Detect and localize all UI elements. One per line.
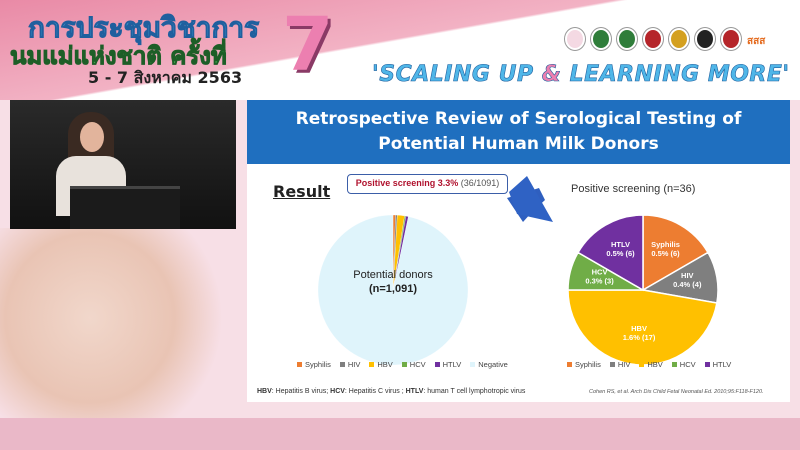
sponsor-logos: สสส xyxy=(565,28,765,50)
pie-data-label: HIV xyxy=(681,271,694,280)
pie2-title: Positive screening (n=36) xyxy=(571,183,696,195)
slide-title-line: Potential Human Milk Donors xyxy=(378,134,659,154)
pie-slice-hbv xyxy=(567,289,718,366)
legend-swatch-icon xyxy=(369,362,375,367)
pie-data-label: 1.6% (17) xyxy=(623,333,656,342)
fn-abbr: HCV xyxy=(330,388,345,395)
pie-data-label: 0.5% (6) xyxy=(606,249,635,258)
pie-slice-htlv xyxy=(577,214,644,292)
pie-data-label: Syphilis xyxy=(651,240,680,249)
banner-slogan: 'SCALING UP & LEARNING MORE' xyxy=(372,62,790,88)
legend-item: HIV xyxy=(339,360,360,369)
pie1-label-line: (n=1,091) xyxy=(369,283,417,295)
legend-item: Syphilis xyxy=(297,360,331,369)
logo-icon xyxy=(617,28,637,50)
arrow-icon xyxy=(509,176,553,222)
conference-banner: การประชุมวิชาการ นมแม่แห่งชาติ ครั้งที่ … xyxy=(0,0,800,100)
legend-item: HBV xyxy=(639,360,663,369)
logo-icon xyxy=(695,28,715,50)
pie1-legend: Syphilis HIV HBV HCV HTLV Negative xyxy=(297,360,508,369)
slogan-part: 'SCALING UP xyxy=(372,62,542,88)
logo-icon xyxy=(591,28,611,50)
pie2-legend: Syphilis HIV HBV HCV HTLV xyxy=(567,360,731,369)
pie-data-label: HTLV xyxy=(611,240,630,249)
fn-abbr: HBV xyxy=(257,388,272,395)
pie1-center-label: Potential donors (n=1,091) xyxy=(333,268,453,296)
speaker-face xyxy=(80,122,104,152)
pie-data-label: 0.3% (3) xyxy=(585,276,614,285)
pie1-label-line: Potential donors xyxy=(353,269,433,281)
pie-slice-syphilis xyxy=(642,214,709,292)
legend-item: HCV xyxy=(401,360,426,369)
legend-swatch-icon xyxy=(434,362,440,367)
legend-item: HTLV xyxy=(704,360,731,369)
pie-slice-negative xyxy=(317,214,469,366)
slide-title-line: Retrospective Review of Serological Test… xyxy=(295,109,742,129)
fn-text: : human T cell lymphotropic virus xyxy=(423,388,526,395)
pie-data-label: 0.5% (6) xyxy=(651,249,680,258)
legend-item: HCV xyxy=(671,360,696,369)
callout-bold: Positive screening 3.3% xyxy=(355,178,459,188)
footnote: HBV: Hepatitis B virus; HCV: Hepatitis C… xyxy=(257,388,525,395)
legend-swatch-icon xyxy=(401,362,407,367)
banner-edition: 7 xyxy=(282,2,334,88)
citation: Cohen RS, et al. Arch Dis Child Fetal Ne… xyxy=(589,389,764,395)
legend-swatch-icon xyxy=(470,362,476,367)
legend-swatch-icon xyxy=(704,362,710,367)
callout-count: (36/1091) xyxy=(458,178,500,188)
legend-item: HBV xyxy=(369,360,393,369)
banner-thai-subtitle: นมแม่แห่งชาติ ครั้งที่ xyxy=(10,42,228,71)
fn-abbr: HTLV xyxy=(405,388,424,395)
legend-item: Negative xyxy=(470,360,508,369)
logo-icon xyxy=(643,28,663,50)
background-photo xyxy=(0,228,250,418)
logo-icon xyxy=(721,28,741,50)
slide-title: Retrospective Review of Serological Test… xyxy=(247,100,790,164)
legend-swatch-icon xyxy=(639,362,645,367)
bottom-band xyxy=(0,418,800,450)
pie-data-label: 0.4% (4) xyxy=(673,280,702,289)
presentation-slide: Retrospective Review of Serological Test… xyxy=(247,100,790,402)
pie-data-label: HCV xyxy=(592,267,608,276)
banner-dates: 5 - 7 สิงหาคม 2563 xyxy=(88,68,243,87)
fn-text: : Hepatitis B virus; xyxy=(271,388,331,395)
logo-icon xyxy=(669,28,689,50)
legend-swatch-icon xyxy=(567,362,572,367)
legend-item: HIV xyxy=(609,360,630,369)
slogan-part: LEARNING MORE' xyxy=(561,62,790,88)
slogan-amp: & xyxy=(541,62,562,88)
legend-item: HTLV xyxy=(434,360,461,369)
banner-thai-title: การประชุมวิชาการ xyxy=(27,11,260,45)
fn-text: : Hepatitis C virus ; xyxy=(344,388,406,395)
sss-logo: สสส xyxy=(747,36,766,47)
pie-data-label: HBV xyxy=(631,324,647,333)
speaker-video xyxy=(10,100,236,229)
result-heading: Result xyxy=(273,182,331,201)
logo-icon xyxy=(565,28,585,50)
legend-swatch-icon xyxy=(609,362,615,367)
legend-swatch-icon xyxy=(297,362,302,367)
positive-screening-callout: Positive screening 3.3% (36/1091) xyxy=(347,174,508,194)
legend-swatch-icon xyxy=(339,362,345,367)
podium xyxy=(70,186,180,229)
legend-item: Syphilis xyxy=(567,360,601,369)
legend-swatch-icon xyxy=(671,362,677,367)
